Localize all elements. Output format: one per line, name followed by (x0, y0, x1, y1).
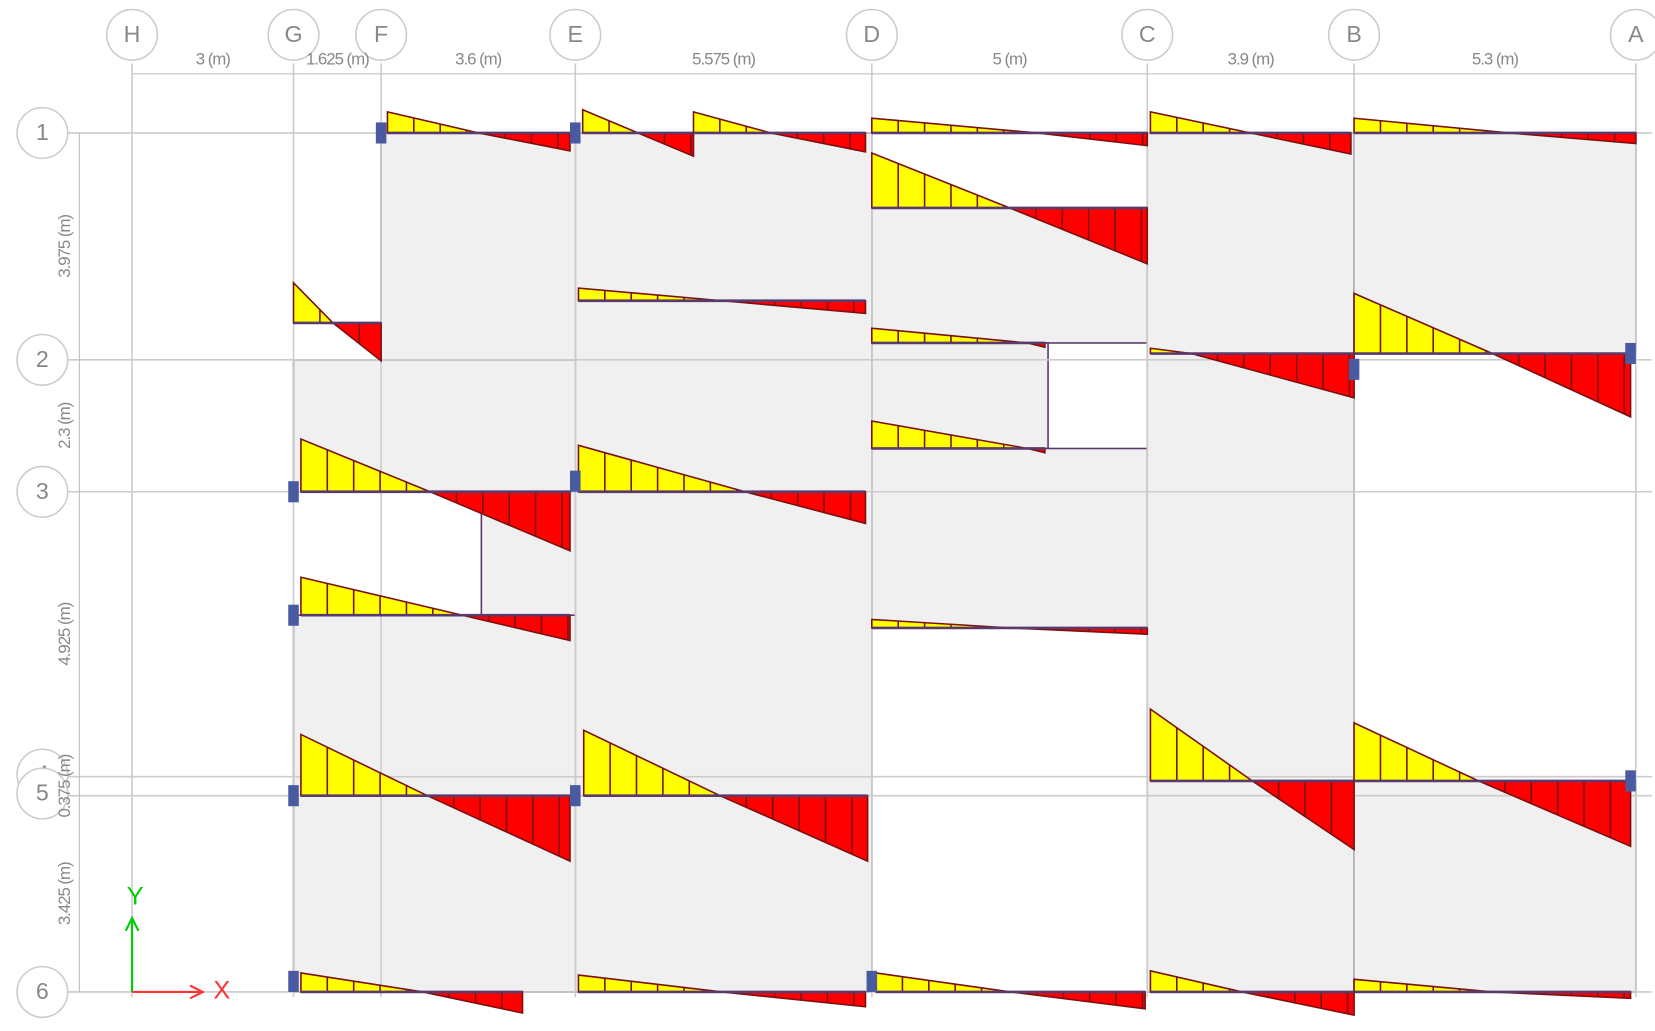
dimension-label: 5.3 (m) (1472, 50, 1518, 69)
page: HGFEDCBA1234563 (m)1.625 (m)3.6 (m)5.575… (0, 0, 1655, 1031)
shear-positive (1150, 112, 1250, 133)
shear-negative (1242, 992, 1354, 1015)
row-label: 1 (36, 119, 49, 145)
dimension-label: 3.9 (m) (1228, 50, 1274, 69)
shear-positive (872, 153, 1010, 208)
column (288, 971, 299, 992)
dimension-label: 5 (m) (992, 50, 1027, 69)
slab-panel (1147, 133, 1354, 992)
axis-y-label: Y (127, 883, 144, 911)
column-label: C (1139, 21, 1156, 47)
column (570, 122, 581, 143)
shear-positive (583, 110, 638, 133)
row-label: 6 (36, 978, 49, 1004)
column (1625, 343, 1636, 364)
column-label: G (285, 21, 303, 47)
dimension-label: 1.625 (m) (306, 50, 369, 69)
row-label: 2 (36, 346, 49, 372)
shear-negative (1037, 133, 1147, 146)
dimension-label: 4.925 (m) (55, 602, 74, 665)
column (376, 122, 387, 143)
dimension-label: 5.575 (m) (692, 50, 755, 69)
shear-positive (387, 112, 478, 133)
slab-panel (575, 133, 872, 992)
shear-negative (1492, 354, 1630, 417)
dimension-label: 3.975 (m) (55, 215, 74, 278)
shear-positive (872, 118, 1037, 133)
column (570, 471, 581, 492)
row-label: 5 (36, 780, 49, 806)
slab-panel (872, 448, 1147, 627)
shear-negative (423, 992, 523, 1013)
column-label: D (863, 21, 880, 47)
shear-positive (693, 112, 770, 133)
axis-x-label: X (213, 977, 230, 1005)
column (570, 785, 581, 806)
dimension-label: 3.425 (m) (55, 862, 74, 925)
column-label: H (124, 21, 141, 47)
column (288, 481, 299, 502)
column-label: B (1346, 21, 1361, 47)
dimension-label: 0.375 (m) (55, 754, 74, 817)
shear-negative (1011, 992, 1146, 1009)
shear-positive (1354, 118, 1509, 133)
column (288, 785, 299, 806)
shear-negative (333, 323, 381, 361)
dimension-label: 3.6 (m) (455, 50, 501, 69)
column-label: F (374, 21, 388, 47)
dimension-label: 2.3 (m) (55, 402, 74, 448)
shear-positive (876, 973, 1011, 992)
column (867, 971, 878, 992)
dimension-label: 3 (m) (196, 50, 231, 69)
column (1349, 359, 1360, 380)
column-label: A (1628, 21, 1644, 47)
column (1625, 770, 1636, 791)
column-label: E (568, 21, 583, 47)
structure-view: HGFEDCBA1234563 (m)1.625 (m)3.6 (m)5.575… (0, 0, 1655, 1031)
column (288, 605, 299, 626)
shear-positive (294, 283, 333, 323)
shear-negative (722, 992, 866, 1007)
row-label: 3 (36, 478, 49, 504)
